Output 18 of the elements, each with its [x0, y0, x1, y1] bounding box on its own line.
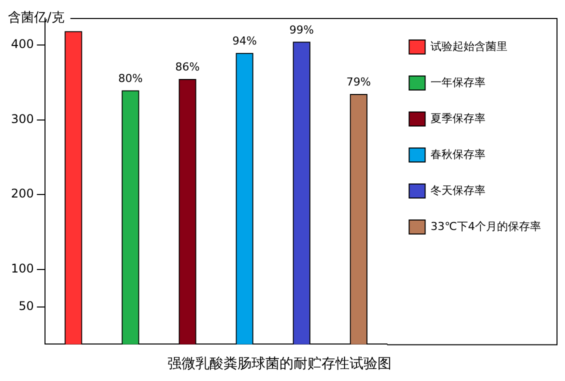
y-axis-title: 含菌亿/克: [8, 10, 64, 26]
y-tick-label: 100: [11, 262, 34, 276]
annotation: 80%: [118, 72, 143, 85]
legend-label: 试验起始含菌里: [430, 40, 508, 53]
legend-label: 33℃下4个月的保存率: [430, 220, 542, 233]
legend-label: 春秋保存率: [430, 148, 486, 161]
y-tick-label: 50: [18, 298, 34, 313]
annotation: 86%: [175, 60, 200, 74]
legend-label: 一年保存率: [430, 76, 486, 89]
annotation: 79%: [346, 76, 371, 89]
y-tick-label: 400: [11, 37, 34, 52]
y-tick-label: 300: [11, 112, 34, 126]
legend-label: 夏季保存率: [430, 112, 486, 125]
y-tick-label: 200: [11, 186, 34, 201]
legend-label: 冬天保存率: [430, 184, 486, 197]
annotation: 94%: [232, 34, 257, 48]
text: 强微乳酸粪肠球菌的耐贮存性试验图: [168, 356, 392, 372]
annotation: 99%: [289, 23, 314, 36]
